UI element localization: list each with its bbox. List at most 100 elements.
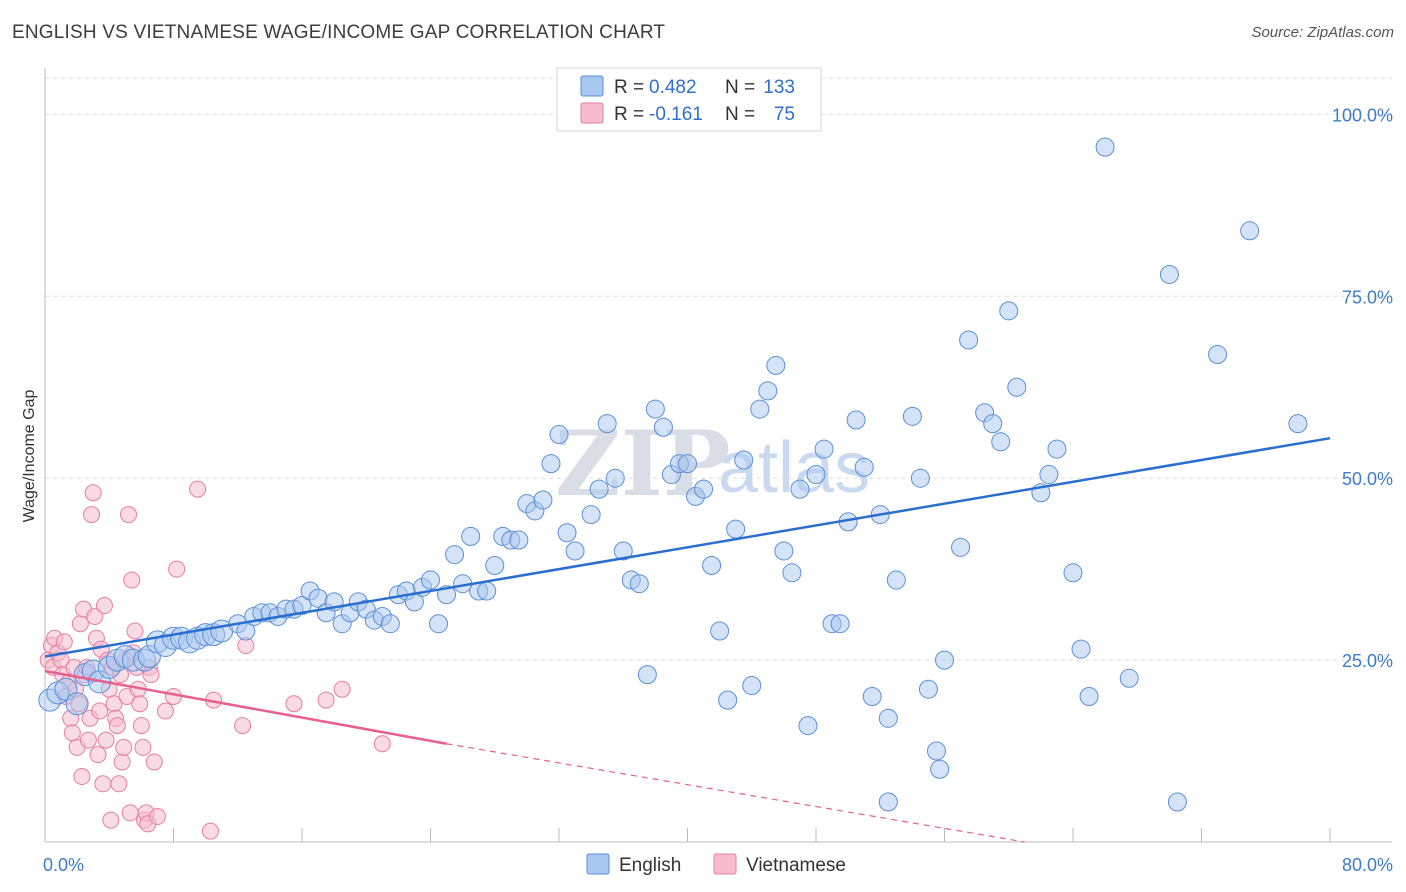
legend-n-label: N = [725,77,755,98]
vietnamese-point [120,506,138,524]
english-point [766,355,786,375]
english-point [613,541,633,561]
legend-n-value: 75 [774,104,795,125]
vietnamese-point [91,702,109,720]
chart-source: Source: ZipAtlas.com [1251,24,1394,41]
x-tick-label: 0.0% [43,855,84,875]
vietnamese-point [89,746,107,764]
vietnamese-point [123,571,141,589]
english-point [878,708,898,728]
bottom-legend: English Vietnamese [586,853,846,876]
english-point [629,574,649,594]
english-point [926,741,946,761]
english-point [645,399,665,419]
vietnamese-point [71,615,89,633]
bottom-legend-swatch-vietnamese [713,853,737,875]
english-point [798,716,818,736]
english-point [1039,465,1059,485]
vietnamese-point [132,717,150,735]
vietnamese-point [148,808,166,826]
english-point [541,454,561,474]
english-point [918,679,938,699]
english-point [509,530,529,550]
vietnamese-point [97,731,115,749]
english-trend-line [44,436,1331,658]
vietnamese-point [113,753,131,771]
vietnamese-point [86,607,104,625]
english-point [1167,792,1187,812]
vietnamese-trend-line [44,669,447,746]
chart-title: ENGLISH VS VIETNAMESE WAGE/INCOME GAP CO… [12,22,666,43]
vietnamese-point [333,680,351,698]
vietnamese-point [373,735,391,753]
english-point [1095,137,1115,157]
english-point [65,692,89,716]
english-point [292,596,312,616]
vietnamese-point [83,506,101,524]
english-point [886,570,906,590]
english-point [774,541,794,561]
legend-r-value: -0.161 [649,104,703,125]
vietnamese-point [79,731,97,749]
vietnamese-point [156,702,174,720]
english-point [846,410,866,430]
english-point [1079,686,1099,706]
english-point [935,650,954,670]
english-point [806,465,826,485]
english-point [565,541,585,561]
y-tick-label: 50.0% [1342,469,1393,489]
english-point [380,614,400,634]
english-point [1047,439,1067,459]
y-axis-label: Wage/Income Gap [21,390,38,523]
vietnamese-point [145,753,163,771]
english-point [1288,414,1308,434]
vietnamese-point [126,622,144,640]
english-point [429,614,449,634]
bottom-legend-vietnamese: Vietnamese [746,855,846,876]
english-point [549,425,569,445]
english-point [790,479,810,499]
vietnamese-point [131,695,149,713]
english-point [991,432,1011,452]
english-point [902,406,922,426]
legend: R = 0.482 N = 133 R = -0.161 N = 75 [556,67,822,132]
english-point [742,676,762,696]
english-point [1007,377,1027,397]
legend-n-label: N = [725,104,755,125]
legend-r-label: R = [614,77,644,98]
vietnamese-point [168,560,186,578]
english-point [951,537,971,557]
english-point [1159,264,1179,284]
english-point [782,563,802,583]
english-point [589,479,609,499]
english-point [1063,563,1083,583]
english-point [581,505,601,525]
vietnamese-point [110,775,128,793]
english-point [999,301,1019,321]
english-point [930,759,950,779]
vietnamese-point [134,738,152,756]
bottom-legend-swatch-english [586,853,610,875]
vietnamese-point [108,717,126,735]
y-tick-label: 25.0% [1342,651,1393,671]
english-point [694,479,714,499]
english-point [485,556,505,576]
vietnamese-trend-extension [446,743,1025,843]
vietnamese-point [102,811,120,829]
tick-labels: 25.0% 50.0% 75.0% 100.0% 0.0% 80.0% [43,105,1393,875]
english-point [605,468,625,488]
vietnamese-point [189,480,207,498]
vietnamese-point [73,768,91,786]
gridlines [45,77,1392,661]
english-point [637,665,657,685]
vietnamese-point [95,597,113,615]
vietnamese-point [201,822,219,840]
vietnamese-point [317,691,335,709]
english-point [983,414,1003,434]
vietnamese-point [285,695,303,713]
english-point [734,450,754,470]
english-point [702,556,722,576]
trend-lines [44,436,1331,843]
legend-swatch-english [580,75,604,97]
english-point [1240,221,1260,241]
